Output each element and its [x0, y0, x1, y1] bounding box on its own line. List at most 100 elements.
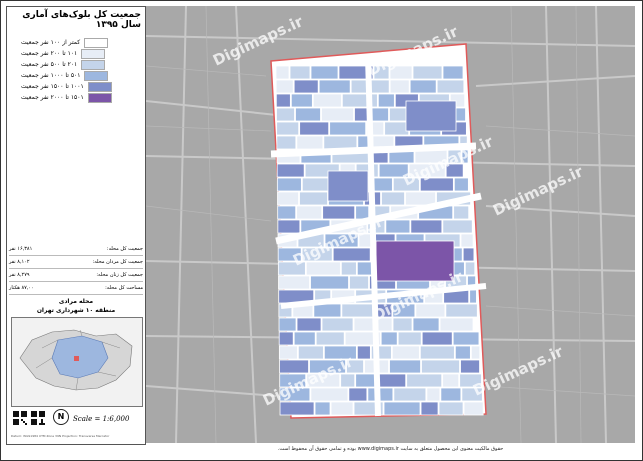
stat-row: جمعیت کل محله: ۱۶,۳۸۱ نفر	[9, 243, 143, 256]
stat-row: مساحت کل محله: ۸۷,۰۰ هکتار	[9, 282, 143, 295]
census-block	[293, 331, 316, 346]
census-block	[310, 275, 349, 290]
census-block	[296, 205, 323, 220]
watermark-text: Digimaps.ir	[470, 342, 566, 400]
district-stats: جمعیت کل محله: ۱۶,۳۸۱ نفر جمعیت کل مردان …	[9, 243, 143, 295]
census-block	[372, 177, 393, 192]
district-name: محله مرادی	[58, 298, 94, 305]
legend-label: ۱۰۱ تا ۲۰۰ نفر جمعیت	[21, 50, 78, 57]
census-block	[419, 177, 454, 192]
census-block	[405, 100, 457, 132]
census-block	[397, 331, 422, 346]
stat-label: جمعیت کل زنان محله:	[96, 272, 143, 278]
census-block	[305, 261, 341, 276]
legend-item: کمتر از ۱۰۰ نفر جمعیت	[21, 37, 143, 48]
census-block	[277, 247, 302, 262]
legend-item: ۲۰۱ تا ۵۰۰ نفر جمعیت	[21, 59, 143, 70]
district-label: محله مرادی منطقه ۱۰ شهرداری تهران	[7, 297, 145, 315]
stat-value: ۸,۲۷۹ نفر	[9, 272, 30, 278]
census-block	[445, 303, 478, 318]
scale-label: Scale = 1:6,000	[73, 415, 130, 423]
census-block	[279, 387, 311, 402]
census-block	[340, 261, 357, 276]
census-block	[338, 65, 374, 80]
inset-map-svg	[19, 329, 133, 391]
census-block	[275, 79, 294, 94]
legend-label: ۵۰۱ تا ۱۰۰۰ نفر جمعیت	[21, 72, 81, 79]
census-block	[378, 163, 409, 178]
census-block	[393, 387, 427, 402]
map-svg: Digimaps.ir Digimaps.irDigimaps.irDigimap…	[146, 6, 635, 443]
stat-value: ۱۶,۳۸۱ نفر	[9, 246, 33, 252]
census-block	[385, 219, 411, 234]
census-block	[454, 345, 471, 360]
census-block	[330, 401, 354, 416]
census-block	[406, 373, 443, 388]
census-block	[452, 331, 480, 346]
census-block	[289, 65, 311, 80]
legend-item: ۱۰۰۱ تا ۱۵۰۰ نفر جمعیت	[21, 81, 143, 92]
census-block	[460, 359, 480, 374]
census-block	[453, 177, 469, 192]
census-block	[420, 401, 439, 416]
census-block	[408, 163, 446, 178]
legend-label: ۱۵۰۱ تا ۲۰۰۰ نفر جمعیت	[21, 94, 84, 101]
census-block	[297, 345, 324, 360]
census-block	[321, 107, 354, 122]
legend-swatch	[84, 70, 109, 81]
legend-swatch	[81, 48, 106, 59]
census-block	[405, 191, 436, 206]
census-block	[278, 275, 310, 290]
legend-panel: جمعیت کل بلوک‌های آماری سال ۱۳۹۵ کمتر از…	[6, 6, 146, 445]
stat-row: جمعیت کل مردان محله: ۸,۱۰۲ نفر	[9, 256, 143, 269]
census-block	[392, 303, 416, 318]
census-block	[275, 93, 291, 108]
census-block	[392, 317, 413, 332]
census-block	[299, 121, 330, 136]
census-block	[469, 289, 477, 304]
legend-swatch	[87, 92, 112, 103]
legend-label: ۲۰۱ تا ۵۰۰ نفر جمعیت	[21, 61, 78, 68]
stat-label: جمعیت کل محله:	[106, 246, 143, 252]
census-block	[462, 247, 475, 262]
census-block	[389, 79, 410, 94]
census-block	[279, 401, 315, 416]
stat-row: جمعیت کل زنان محله: ۸,۲۷۹ نفر	[9, 269, 143, 282]
census-block	[426, 387, 441, 402]
legend-item: ۵۰۱ تا ۱۰۰۰ نفر جمعیت	[21, 70, 143, 81]
census-block	[276, 177, 302, 192]
census-block	[445, 163, 464, 178]
census-block	[459, 373, 482, 388]
census-block	[389, 65, 413, 80]
stat-label: مساحت کل محله:	[105, 285, 143, 291]
census-block	[380, 331, 398, 346]
census-block	[332, 247, 371, 262]
census-block	[296, 317, 322, 332]
census-block	[349, 275, 369, 290]
census-block	[312, 93, 342, 108]
projection-credit: Datum: WGS1984 UTM Zone 39N Projection: …	[11, 434, 110, 438]
census-blocks	[275, 65, 484, 416]
census-block	[296, 135, 324, 150]
census-block	[409, 79, 437, 94]
census-block	[278, 345, 298, 360]
census-block	[299, 191, 328, 206]
north-arrow-icon: N	[53, 409, 69, 425]
census-block	[436, 79, 465, 94]
census-block	[356, 345, 371, 360]
legend-swatch	[81, 59, 106, 70]
qr-code-icon	[13, 411, 27, 425]
census-block	[438, 401, 464, 416]
census-block	[464, 261, 476, 276]
census-block	[470, 345, 481, 360]
census-block	[277, 205, 297, 220]
census-block	[277, 219, 301, 234]
census-block	[412, 317, 440, 332]
map-canvas[interactable]: Digimaps.ir Digimaps.ir Digimaps.ir Digimap…	[146, 6, 635, 443]
census-block	[392, 177, 420, 192]
census-block	[442, 373, 460, 388]
stat-label: جمعیت کل مردان محله:	[92, 259, 143, 265]
census-block	[329, 121, 367, 136]
census-block	[383, 401, 421, 416]
census-block	[421, 359, 460, 374]
